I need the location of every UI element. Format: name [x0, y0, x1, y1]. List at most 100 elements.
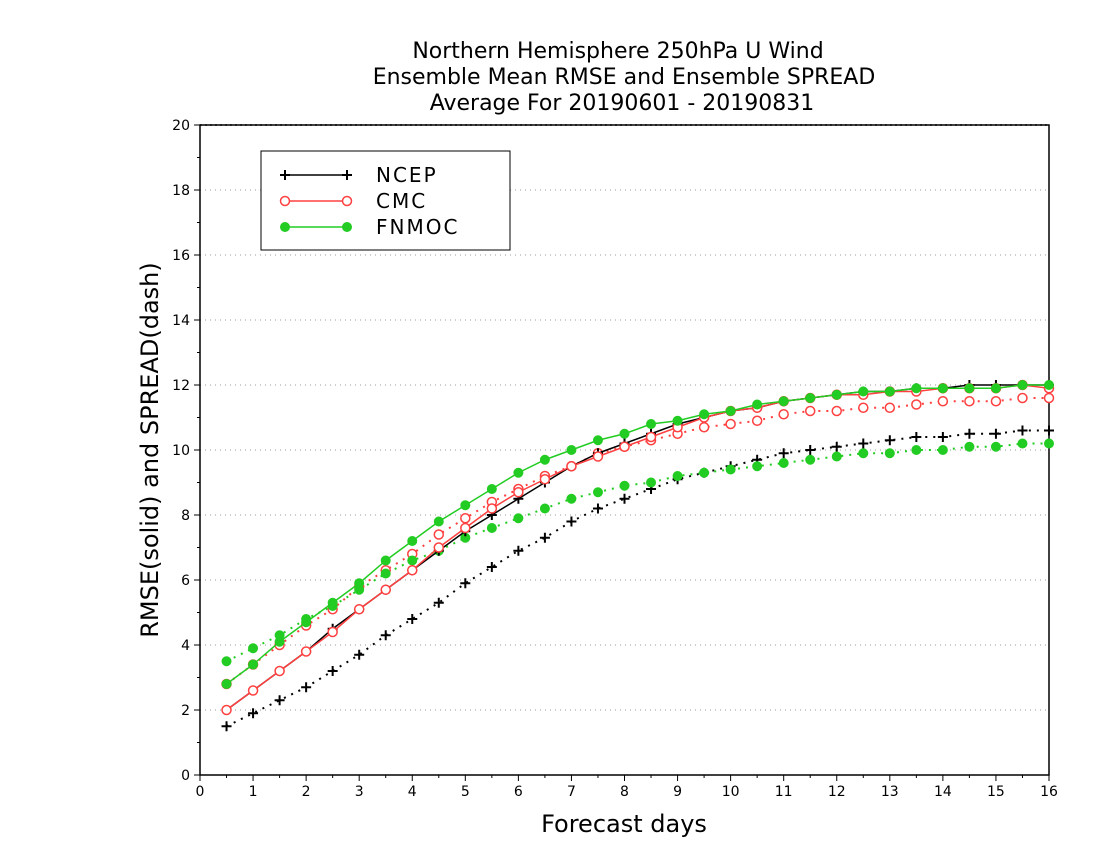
point-cmc-dash-19	[725, 418, 736, 430]
point-fnmoc-solid-29	[990, 383, 1001, 394]
point-cmc-dash-20	[751, 415, 763, 426]
point-cmc-dash-23	[831, 405, 842, 417]
point-ncep-dash-13	[566, 516, 577, 527]
x-tick-label-9: 9	[673, 784, 682, 800]
chart-title-line-3: Average For 20190601 - 20190831	[430, 91, 815, 116]
point-fnmoc-solid-22	[805, 393, 816, 403]
point-fnmoc-dash-6	[380, 568, 391, 579]
point-cmc-solid-6	[380, 584, 391, 595]
series-line-ncep-dash	[226, 429, 1049, 728]
y-tick-label-8: 16	[172, 248, 190, 264]
point-fnmoc-dash-7	[407, 555, 418, 566]
point-cmc-dash-24	[858, 402, 869, 413]
point-fnmoc-dash-20	[752, 461, 763, 472]
point-ncep-dash-31	[1044, 425, 1054, 436]
point-fnmoc-dash-14	[592, 487, 603, 498]
point-ncep-dash-28	[964, 428, 975, 439]
point-fnmoc-solid-2	[274, 636, 285, 647]
point-cmc-solid-1	[247, 685, 259, 696]
point-ncep-dash-0	[221, 721, 232, 732]
y-tick-label-2: 4	[181, 638, 190, 654]
series-line-ncep-solid	[226, 384, 1049, 711]
point-cmc-solid-7	[407, 565, 418, 576]
point-fnmoc-solid-21	[778, 396, 789, 407]
series-fnmoc-solid	[221, 380, 1054, 689]
point-fnmoc-solid-3	[301, 617, 312, 628]
x-tick-label-11: 11	[775, 784, 793, 800]
x-tick-label-5: 5	[461, 784, 470, 800]
point-cmc-dash-29	[990, 396, 1002, 407]
legend-entry-cmc: CMC	[279, 189, 427, 213]
series-line-cmc-dash	[225, 397, 1049, 685]
point-fnmoc-solid-30	[1017, 380, 1028, 390]
x-tick-label-0: 0	[196, 784, 205, 800]
legend-marker-left-fnmoc	[280, 222, 290, 232]
point-ncep-dash-21	[778, 448, 789, 459]
point-cmc-dash-21	[778, 409, 789, 420]
point-fnmoc-dash-10	[486, 523, 497, 533]
series-fnmoc-dash	[221, 438, 1054, 667]
point-cmc-dash-25	[884, 402, 896, 413]
point-cmc-dash-27	[937, 396, 949, 407]
point-cmc-solid-2	[274, 665, 285, 677]
point-fnmoc-solid-6	[380, 555, 391, 566]
point-cmc-dash-28	[964, 396, 975, 407]
point-fnmoc-dash-24	[858, 448, 869, 459]
point-fnmoc-dash-29	[990, 441, 1001, 452]
point-ncep-dash-1	[248, 708, 259, 719]
point-fnmoc-dash-11	[513, 513, 524, 524]
point-fnmoc-dash-31	[1044, 438, 1054, 449]
point-cmc-dash-26	[911, 399, 922, 410]
point-cmc-solid-14	[592, 451, 604, 462]
legend-entry-fnmoc: FNMOC	[280, 215, 459, 239]
point-fnmoc-solid-13	[566, 445, 577, 455]
point-fnmoc-solid-14	[592, 435, 603, 446]
point-cmc-dash-9	[460, 513, 471, 524]
y-tick-label-9: 18	[172, 183, 190, 199]
x-tick-label-12: 12	[828, 784, 846, 800]
legend-marker-right-ncep	[342, 170, 352, 180]
point-fnmoc-dash-26	[911, 445, 922, 455]
y-tick-label-10: 20	[172, 118, 190, 134]
point-cmc-solid-8	[433, 542, 445, 553]
point-ncep-dash-26	[911, 432, 922, 442]
legend-label-ncep: NCEP	[376, 163, 438, 187]
point-fnmoc-dash-27	[937, 445, 948, 455]
point-fnmoc-dash-12	[539, 503, 550, 514]
point-ncep-dash-29	[990, 428, 1001, 439]
point-ncep-dash-25	[884, 435, 895, 446]
legend-label-cmc: CMC	[376, 189, 427, 213]
point-ncep-dash-23	[831, 441, 842, 452]
plot-series	[221, 379, 1055, 732]
series-line-cmc-solid	[226, 384, 1050, 711]
point-fnmoc-dash-23	[831, 451, 842, 462]
point-fnmoc-solid-5	[354, 578, 365, 589]
point-cmc-solid-12	[539, 474, 551, 485]
point-fnmoc-solid-0	[221, 679, 232, 689]
point-fnmoc-solid-11	[513, 467, 524, 478]
x-tick-label-15: 15	[987, 784, 1005, 800]
point-fnmoc-solid-28	[964, 383, 975, 394]
point-fnmoc-solid-25	[884, 386, 895, 397]
series-cmc-dash	[221, 392, 1055, 690]
point-fnmoc-dash-18	[699, 467, 710, 478]
y-axis-label: RMSE(solid) and SPREAD(dash)	[136, 262, 164, 638]
x-tick-label-10: 10	[722, 784, 740, 800]
point-fnmoc-solid-26	[911, 383, 922, 394]
legend-label-fnmoc: FNMOC	[376, 215, 459, 239]
point-cmc-solid-10	[486, 503, 498, 514]
point-fnmoc-dash-17	[672, 471, 683, 481]
series-line-fnmoc-solid	[226, 384, 1049, 685]
y-tick-label-5: 10	[172, 443, 190, 459]
point-ncep-dash-12	[539, 532, 550, 543]
point-ncep-dash-3	[301, 682, 312, 693]
point-fnmoc-dash-13	[566, 493, 577, 504]
point-cmc-dash-31	[1043, 392, 1055, 404]
point-ncep-dash-27	[937, 432, 948, 442]
point-ncep-dash-22	[805, 445, 816, 455]
legend-entry-ncep: NCEP	[280, 163, 438, 187]
